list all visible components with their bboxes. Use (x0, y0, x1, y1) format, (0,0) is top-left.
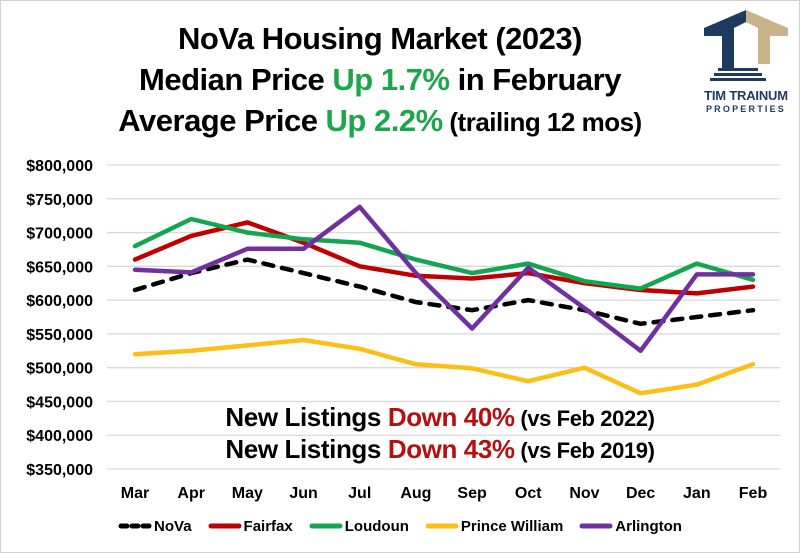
x-axis-ticks: Mar Apr May Jun Jul Aug Sep Oct Nov Dec Jan Feb (121, 485, 768, 502)
listings-label-1: New Listings (225, 402, 388, 432)
y-tick-label: $600,000 (26, 293, 93, 310)
y-tick-label: $800,000 (26, 158, 93, 175)
average-period: (trailing 12 mos) (442, 107, 642, 137)
title-line-2: Median Price Up 1.7% in February (80, 59, 680, 100)
legend-swatch (425, 523, 459, 529)
series-line-fairfax (132, 220, 756, 296)
y-tick-label: $550,000 (26, 327, 93, 344)
y-tick-label: $700,000 (26, 226, 93, 243)
legend-label: Arlington (615, 517, 682, 535)
title-line-1: NoVa Housing Market (2023) (80, 18, 680, 59)
x-tick-label: Jan (683, 485, 711, 502)
title-main: NoVa Housing Market (2023) (178, 21, 582, 56)
title-line-3: Average Price Up 2.2% (trailing 12 mos) (80, 100, 680, 143)
legend-item-fairfax: Fairfax (208, 518, 293, 535)
x-tick-label: Apr (177, 485, 205, 502)
logo-name: TIM TRAINUM (704, 88, 788, 103)
annotation-line-1: New Listings Down 40% (vs Feb 2022) (160, 402, 720, 434)
listings-change-2: Down 43% (387, 434, 515, 464)
listings-label-2: New Listings (225, 434, 388, 464)
y-tick-label: $500,000 (26, 361, 93, 378)
median-label: Median Price (139, 62, 333, 97)
x-tick-label: Jul (348, 485, 371, 502)
legend-swatch (579, 523, 613, 529)
legend-label: Fairfax (243, 517, 293, 535)
y-tick-label: $650,000 (26, 259, 93, 276)
y-tick-label: $450,000 (26, 394, 93, 411)
company-logo: TIM TRAINUM PROPERTIES (694, 6, 798, 116)
median-change: Up 1.7% (332, 62, 450, 97)
series-line-loudoun (132, 216, 756, 291)
listings-period-2: (vs Feb 2019) (514, 438, 655, 463)
chart-legend: NoVa Fairfax Loudoun Prince William Arlingto… (0, 515, 800, 537)
y-axis-ticks: $350,000 $400,000 $450,000 $500,000 $550,000… (26, 158, 93, 479)
listings-change-1: Down 40% (387, 402, 515, 432)
x-tick-label: Jun (289, 485, 317, 502)
average-label: Average Price (118, 103, 326, 138)
legend-item-arlington: Arlington (579, 518, 682, 535)
series-line-nova (132, 257, 756, 327)
annotation-line-2: New Listings Down 43% (vs Feb 2019) (160, 434, 720, 466)
legend-item-prince-william: Prince William (425, 518, 563, 535)
legend-item-loudoun: Loudoun (309, 518, 409, 535)
logo-subtitle: PROPERTIES (705, 104, 786, 114)
series-line-prince-william (132, 337, 756, 396)
x-tick-label: Mar (121, 485, 149, 502)
chart-title: NoVa Housing Market (2023) Median Price … (80, 18, 680, 143)
series-line-arlington (132, 204, 756, 354)
logo-house-icon (704, 10, 788, 81)
legend-item-nova: NoVa (118, 518, 192, 535)
average-change: Up 2.2% (325, 103, 444, 138)
x-tick-label: Dec (626, 485, 655, 502)
y-tick-label: $750,000 (26, 192, 93, 209)
legend-label: Prince William (460, 517, 564, 535)
legend-label: NoVa (154, 517, 192, 535)
x-tick-label: Sep (457, 485, 487, 502)
x-tick-label: Oct (515, 485, 542, 502)
legend-swatch (118, 523, 152, 529)
x-tick-label: Nov (569, 485, 599, 502)
median-period: in February (449, 62, 622, 97)
y-tick-label: $400,000 (26, 428, 93, 445)
legend-swatch (309, 523, 343, 529)
y-tick-label: $350,000 (26, 462, 93, 479)
legend-swatch (208, 523, 242, 529)
x-tick-label: Feb (739, 485, 768, 502)
series-lines (132, 204, 756, 396)
listings-period-1: (vs Feb 2022) (514, 406, 655, 431)
x-tick-label: May (232, 485, 263, 502)
listings-annotation: New Listings Down 40% (vs Feb 2022) New … (160, 402, 720, 466)
legend-label: Loudoun (344, 517, 409, 535)
x-tick-label: Aug (400, 485, 431, 502)
